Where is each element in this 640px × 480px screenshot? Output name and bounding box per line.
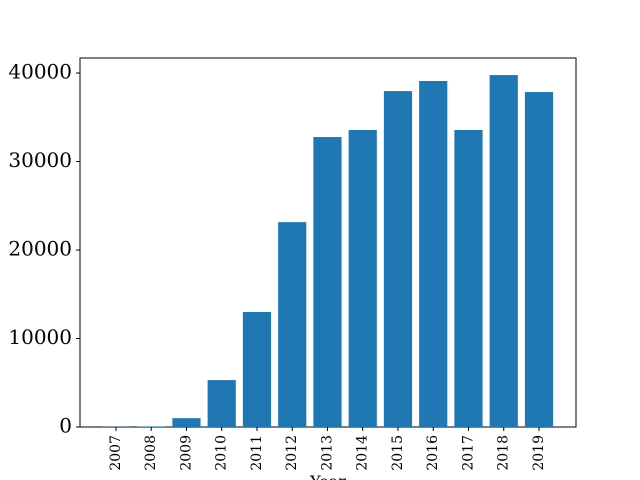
bar: [137, 426, 166, 427]
x-tick-label: 2011: [249, 435, 265, 471]
x-tick-label: 2016: [425, 435, 441, 471]
x-tick-label: 2009: [178, 435, 194, 471]
y-tick-label: 0: [59, 414, 72, 438]
bar: [278, 222, 307, 427]
bar: [348, 130, 377, 427]
x-tick-label: 2017: [460, 435, 476, 471]
bar: [242, 311, 272, 427]
x-tick-label: 2015: [390, 435, 406, 471]
y-tick-label: 10000: [8, 325, 72, 349]
y-tick-label: 30000: [8, 148, 72, 172]
bar: [313, 137, 342, 427]
x-tick-label: 2008: [143, 435, 159, 471]
x-tick-label: 2007: [108, 435, 124, 471]
y-tick-label: 20000: [8, 237, 72, 261]
x-tick-label: 2014: [355, 435, 371, 471]
bar: [419, 81, 448, 427]
bar: [454, 130, 483, 427]
x-tick-label: 2012: [284, 435, 300, 471]
bar: [383, 91, 413, 427]
x-tick-label: 2019: [531, 435, 547, 471]
x-tick-label: 2010: [214, 435, 230, 471]
bar: [172, 418, 201, 427]
y-tick-label: 40000: [8, 60, 72, 84]
x-tick-label: 2013: [319, 435, 335, 471]
bar: [524, 92, 554, 427]
bar: [207, 380, 236, 427]
x-axis-label: Year: [309, 472, 346, 480]
x-tick-label: 2018: [496, 435, 512, 471]
bar: [489, 75, 518, 427]
